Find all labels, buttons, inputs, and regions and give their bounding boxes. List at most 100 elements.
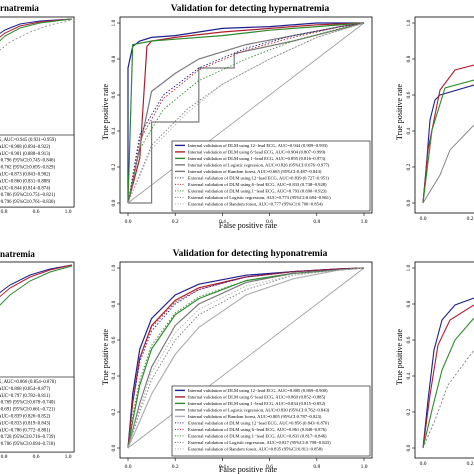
y-tick-label: 0.8	[406, 300, 412, 307]
y-tick-label: 0.4	[111, 372, 117, 379]
x-tick-label: 1.0	[361, 464, 368, 470]
legend-entry: Internal validation of DLM using 12−lead…	[188, 388, 328, 394]
legend-entry: External validation of DLM using 6−lead …	[188, 182, 327, 188]
x-tick-label: 0.4	[219, 464, 226, 470]
panel-hyponatremia: Validation for detecting hyponatremia Tr…	[101, 249, 373, 474]
roc-curves	[127, 22, 365, 204]
legend-box: G, AUC=0.866 (0.854~0.878) AUC=0.868 (0.8…	[0, 376, 75, 453]
roc-curve	[0, 19, 73, 51]
y-tick-label: 0.0	[111, 199, 117, 206]
x-tick-label: 0.2	[467, 216, 474, 222]
roc-curve	[422, 317, 474, 449]
y-tick-label: 0.4	[406, 372, 412, 379]
y-tick-label: 0.6	[406, 91, 412, 98]
roc-curves	[422, 297, 474, 449]
plot-frame	[119, 16, 373, 214]
x-tick-labels: 0.8 0.6 1.0	[1, 454, 72, 460]
legend-entry: External validation of Logistic regressi…	[188, 195, 331, 201]
y-axis-label: True positive rate	[395, 83, 404, 140]
roc-curve	[0, 18, 73, 42]
roc-curve	[127, 267, 365, 449]
y-tick-label: 0.2	[406, 163, 412, 170]
y-tick-label: 1.0	[111, 264, 117, 271]
y-tick-label: 0.2	[111, 163, 117, 170]
x-tick-labels: 0.0 0.2	[420, 461, 474, 467]
x-tick-label: 0.0	[420, 216, 427, 222]
legend-box: Internal validation of DLM using 12−lead…	[171, 385, 371, 457]
legend-entry: =0.796 (95%CI:0.745~0.846)	[0, 159, 55, 164]
panel-title: natremia	[0, 249, 35, 259]
legend-entry: External validation of DLM using 1−lead …	[188, 189, 327, 195]
x-tick-labels: 0.8 0.6 1.0	[1, 209, 72, 215]
roc-curve	[127, 267, 365, 449]
panel-title: rnatremia	[0, 3, 39, 13]
roc-curve	[422, 304, 474, 449]
x-tick-label: 0.0	[125, 464, 132, 470]
legend-frame	[171, 385, 371, 457]
y-tick-label: 0.6	[111, 336, 117, 343]
roc-curves	[0, 264, 73, 306]
roc-curve	[127, 22, 365, 204]
roc-curve	[0, 18, 73, 38]
legend-entry: AUC=0.844 (0.814~0.874)	[0, 186, 51, 191]
plot-frame	[414, 16, 474, 214]
chart-title: Validation for detecting hypernatremia	[171, 4, 330, 14]
roc-curve	[422, 297, 474, 449]
roc-curve	[127, 22, 364, 203]
legend-box: G, AUC=0.945 (0.931~0.959) AUC=0.908 (0.8…	[0, 134, 75, 208]
roc-curves	[127, 267, 365, 449]
legend-entries: G, AUC=0.945 (0.931~0.959) AUC=0.908 (0.8…	[0, 138, 56, 205]
legend-entry: =0.691 (95%CI:0.661~0.721)	[0, 408, 55, 413]
y-tick-label: 0.4	[406, 127, 412, 134]
legend-entry: External validation of DLM using 12−lead…	[188, 176, 329, 182]
x-tick-label: 0.4	[219, 219, 226, 225]
x-tick-labels: 0.0 0.2	[420, 216, 474, 222]
legend-entry: G, AUC=0.866 (0.854~0.878)	[0, 380, 56, 385]
chart-title: Validation for detecting hyponatremia	[173, 249, 328, 259]
legend-box: Internal validation of DLM using 12−lead…	[171, 140, 371, 212]
y-tick-labels: 0.0 0.2 0.4 0.6 0.8 1.0	[406, 19, 415, 206]
y-tick-label: 0.8	[111, 55, 117, 62]
roc-curve	[0, 18, 73, 34]
legend-entry: Internal validation of Logistic regressi…	[188, 163, 330, 169]
legend-entry: Internal validation of DLM using 6−lead …	[188, 150, 326, 156]
x-tick-label: 1.0	[65, 209, 72, 215]
panel-left-bottom: natremia G, AUC=0.866 (0.854~0.878) AUC=0…	[0, 249, 75, 460]
legend-entry: AUC=0.833 (0.819~0.843)	[0, 421, 51, 426]
y-tick-label: 0.8	[406, 55, 412, 62]
plot-frame	[119, 261, 373, 459]
legend-entries: Internal validation of DLM using 12−lead…	[175, 143, 331, 208]
legend-entry: Internal validation of Random forest, AU…	[188, 169, 322, 175]
x-tick-label: 0.2	[172, 464, 179, 470]
roc-curve	[127, 22, 365, 204]
y-axis-label: True positive rate	[101, 83, 110, 140]
roc-curve	[127, 22, 365, 204]
legend-entry: External validation of DLM using 1−lead …	[188, 434, 327, 440]
legend-entry: =0.762 (95%CI:0.695~0.829)	[0, 166, 55, 171]
roc-curve	[0, 264, 73, 294]
roc-curve	[128, 22, 365, 204]
legend-frame	[0, 376, 75, 453]
legend-entry: AUC=0.786 (0.772~0.801)	[0, 428, 51, 433]
roc-curve	[422, 79, 474, 204]
x-tick-label: 1.0	[65, 454, 72, 460]
x-tick-label: 1.0	[361, 219, 368, 225]
y-tick-labels: 0.0 0.2 0.4 0.6 0.8 1.0	[111, 19, 120, 206]
panel-hypernatremia: Validation for detecting hypernatremia T…	[101, 4, 373, 230]
legend-entry: AUC=0.901 (0.888~0.913)	[0, 152, 51, 157]
legend-entry: =0.796 (95%CI:0.761~0.830)	[0, 200, 55, 205]
y-tick-label: 1.0	[111, 19, 117, 26]
legend-entry: External validation of Logistic regressi…	[188, 440, 331, 446]
x-tick-label: 0.6	[266, 219, 273, 225]
legend-entry: Internal validation of Random forest, AU…	[188, 414, 322, 420]
y-tick-label: 1.0	[406, 19, 412, 26]
roc-curve	[127, 22, 365, 204]
x-tick-label: 0.0	[420, 461, 427, 467]
y-tick-label: 0.0	[406, 444, 412, 451]
y-tick-label: 0.2	[406, 408, 412, 415]
roc-curve	[127, 22, 365, 204]
legend-entry: =0.728 (95%CI:0.716~0.739)	[0, 435, 55, 440]
legend-entry: External validation of DLM using 12−lead…	[188, 421, 329, 427]
y-tick-label: 1.0	[406, 264, 412, 271]
